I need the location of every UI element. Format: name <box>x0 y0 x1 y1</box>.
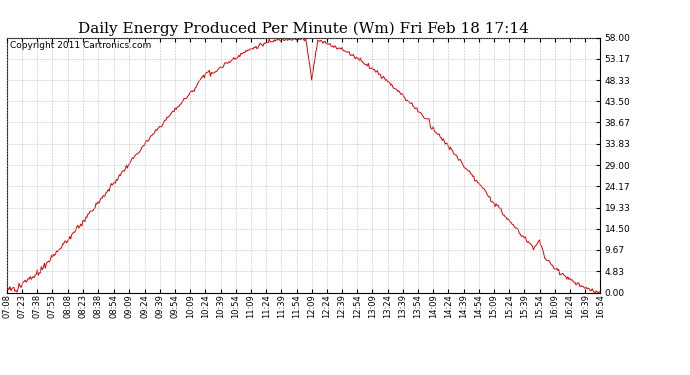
Text: Copyright 2011 Cartronics.com: Copyright 2011 Cartronics.com <box>10 41 151 50</box>
Title: Daily Energy Produced Per Minute (Wm) Fri Feb 18 17:14: Daily Energy Produced Per Minute (Wm) Fr… <box>78 22 529 36</box>
